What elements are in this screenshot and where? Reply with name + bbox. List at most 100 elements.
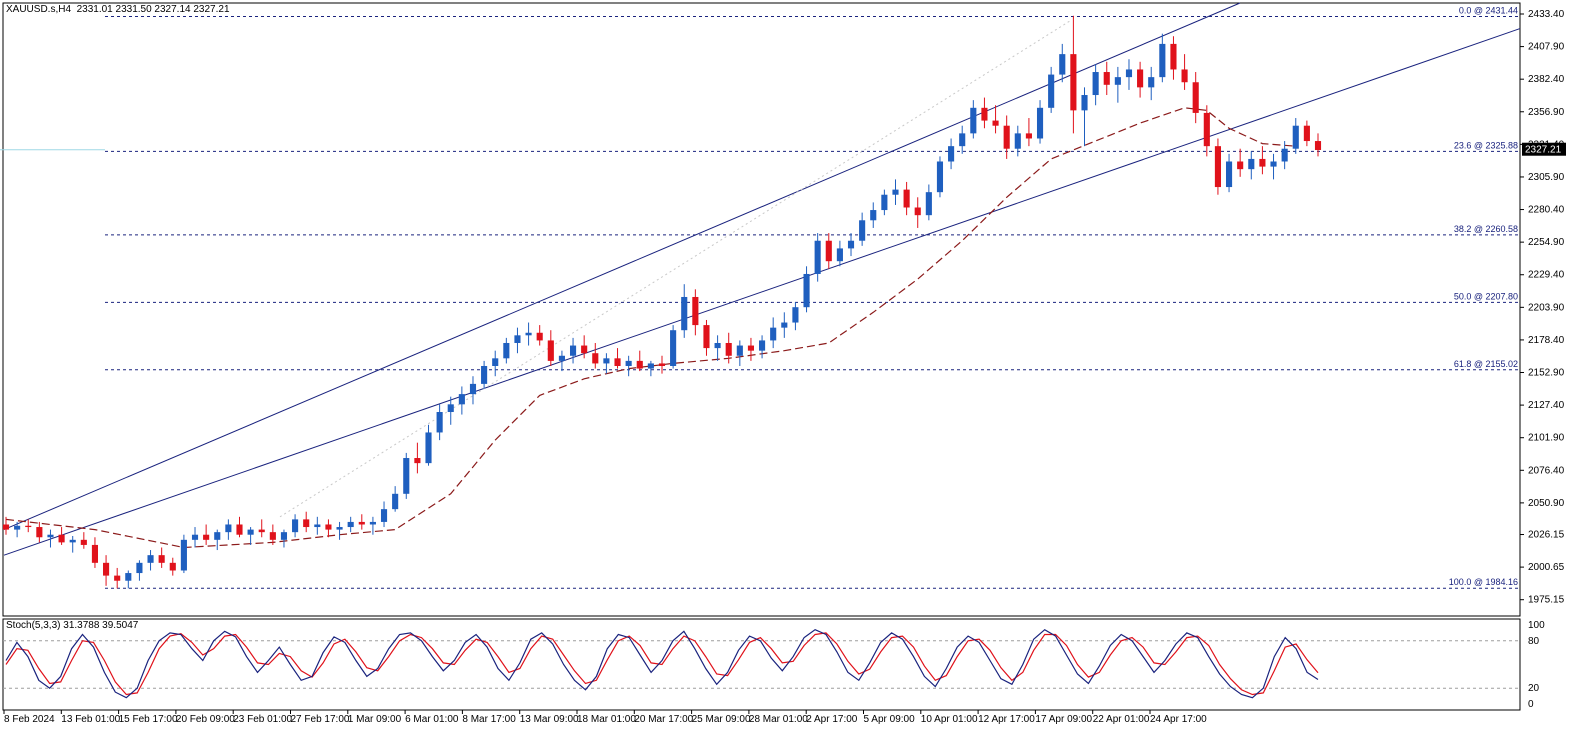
time-tick-label: 13 Mar 09:00 (520, 714, 579, 725)
candle-body (125, 573, 132, 581)
fib-level-label: 23.6 @ 2325.88 (1454, 140, 1518, 150)
candle-body (1137, 69, 1144, 88)
candle-body (1159, 43, 1166, 78)
candle-body (36, 527, 43, 538)
candle-body (936, 161, 944, 193)
candle-body (258, 529, 265, 533)
last-price-marker: 2327.21 (0, 142, 1566, 156)
candle-body (1181, 69, 1188, 83)
price-tick-label: 2050.90 (1528, 498, 1565, 509)
price-tick-label: 2152.90 (1528, 368, 1565, 379)
price-tick-label: 2305.90 (1528, 172, 1565, 183)
candle-body (1148, 77, 1155, 88)
candle-body (214, 532, 221, 540)
candle-body (636, 360, 643, 369)
candle-body (1248, 158, 1255, 170)
candle-body (1281, 148, 1288, 162)
candle-body (536, 332, 543, 341)
candle-body (525, 332, 532, 336)
candle-body (80, 539, 87, 545)
candle-body (681, 296, 688, 331)
time-tick-label: 18 Mar 01:00 (577, 714, 636, 725)
fib-level-label: 50.0 @ 2207.80 (1454, 291, 1518, 301)
fib-level-label: 61.8 @ 2155.02 (1454, 359, 1518, 369)
time-tick-label: 24 Apr 17:00 (1150, 714, 1207, 725)
candle-body (392, 493, 399, 510)
candle-body (892, 189, 899, 195)
candle-body (670, 330, 677, 366)
trend-channel[interactable] (3, 2, 1521, 556)
candle-body (1025, 133, 1032, 139)
candle-body (1070, 54, 1077, 111)
stoch-d-line (5, 632, 1319, 696)
candle-body (447, 404, 454, 413)
time-tick-label: 15 Feb 17:00 (119, 714, 178, 725)
candle-body (458, 394, 465, 405)
candle-body (169, 562, 176, 571)
stochastic-label: Stoch(5,3,3) 31.3788 39.5047 (6, 620, 139, 631)
candle-body (469, 383, 477, 395)
time-tick-label: 13 Feb 01:00 (61, 714, 120, 725)
candle-body (569, 345, 577, 356)
fib-level-label: 0.0 @ 2431.44 (1459, 5, 1518, 15)
fibonacci-levels[interactable]: 0.0 @ 2431.44 23.6 @ 2325.88 38.2 @ 2260.5… (105, 5, 1520, 589)
symbol-name: XAUUSD.s,H4 (6, 4, 72, 15)
time-tick-label: 1 Mar 09:00 (348, 714, 402, 725)
stoch-axis-label: 100 (1528, 620, 1545, 631)
candle-body (147, 555, 154, 563)
time-tick-label: 20 Feb 09:00 (176, 714, 235, 725)
candle-body (992, 120, 999, 126)
candle-body (1225, 161, 1233, 188)
candle-body (414, 458, 421, 464)
main-pane-border (2, 2, 1521, 617)
candle-body (959, 133, 966, 147)
price-tick-label: 2203.90 (1528, 302, 1565, 313)
stoch-axis-label: 80 (1528, 636, 1540, 647)
candle-body (836, 248, 843, 262)
candle-body (1170, 43, 1177, 70)
candle-body (859, 220, 866, 241)
candle-body (103, 562, 110, 576)
candle-body (91, 544, 99, 563)
candle-body (903, 189, 910, 208)
price-tick-label: 2076.40 (1528, 465, 1565, 476)
time-tick-label: 20 Mar 17:00 (634, 714, 693, 725)
candle-body (514, 335, 521, 343)
price-tick-label: 2382.40 (1528, 74, 1565, 85)
candle-body (703, 325, 710, 349)
last-price-text: 2327.21 (1525, 145, 1562, 156)
price-tick-label: 2433.40 (1528, 9, 1565, 20)
time-tick-label: 28 Mar 01:00 (749, 714, 808, 725)
candle-body (970, 107, 977, 134)
candle-body (625, 360, 632, 366)
candle-body (714, 342, 721, 349)
candle-body (592, 353, 599, 364)
time-tick-label: 2 Apr 17:00 (806, 714, 858, 725)
candle-body (547, 340, 554, 361)
candle-body (2, 524, 10, 530)
candle-body (1014, 133, 1021, 149)
candle-body (58, 534, 65, 543)
price-tick-label: 2356.90 (1528, 107, 1565, 118)
time-tick-label: 5 Apr 09:00 (864, 714, 916, 725)
fib-level-label: 100.0 @ 1984.16 (1449, 577, 1518, 587)
pane-borders (2, 2, 1521, 711)
candle-body (847, 240, 855, 249)
time-tick-label: 12 Apr 17:00 (978, 714, 1035, 725)
candle-body (492, 358, 499, 366)
candlestick-series[interactable] (2, 15, 1322, 589)
candle-body (236, 524, 243, 535)
candle-body (1114, 77, 1121, 85)
candle-body (69, 539, 76, 543)
candle-body (581, 345, 588, 354)
time-tick-label: 8 Feb 2024 (4, 714, 55, 725)
price-tick-label: 2280.40 (1528, 205, 1565, 216)
candle-body (870, 210, 877, 221)
candle-body (1203, 112, 1210, 147)
stochastic-pane[interactable]: 100 80 20 0 (3, 620, 1545, 710)
price-tick-label: 2026.15 (1528, 530, 1565, 541)
price-tick-label: 1975.15 (1528, 595, 1565, 606)
